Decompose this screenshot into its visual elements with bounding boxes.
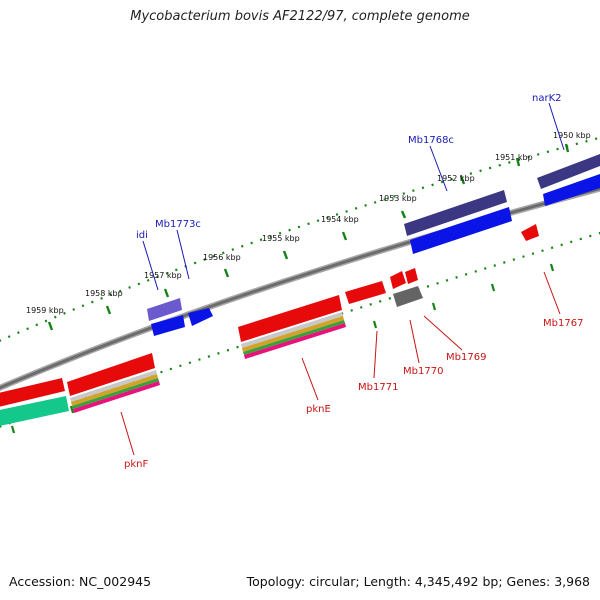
scale-label-1958: 1958 kbp xyxy=(85,289,123,298)
gene-Mb1773c[interactable] xyxy=(147,298,182,321)
label-Mb1769: Mb1769 xyxy=(446,352,486,363)
label-pknF: pknF xyxy=(124,459,148,470)
leader-Mb1770 xyxy=(409,319,420,364)
inner-tick xyxy=(490,283,496,292)
scale-major-ticks xyxy=(47,143,570,331)
scale-tick-1956 xyxy=(223,268,230,278)
label-pknE: pknE xyxy=(306,404,331,415)
gene-pknF-stripe-3 xyxy=(72,378,159,409)
label-Mb1767: Mb1767 xyxy=(543,318,583,329)
gene-pknF-stripe-1 xyxy=(70,370,157,402)
gene-idi-blue[interactable] xyxy=(188,308,213,326)
leader-Mb1768c xyxy=(429,145,448,192)
scale-label-1955: 1955 kbp xyxy=(262,234,300,243)
genome-backbone xyxy=(0,185,600,391)
inner-tick xyxy=(10,425,16,434)
gene-narK2-blue[interactable] xyxy=(543,174,600,206)
gene-left-red[interactable] xyxy=(0,378,65,409)
scale-tick-1954 xyxy=(341,231,348,241)
gene-pknE[interactable] xyxy=(238,295,342,342)
scale-label-1954: 1954 kbp xyxy=(321,215,359,224)
scale-label-1950: 1950 kbp xyxy=(553,131,591,140)
inner-tick xyxy=(372,320,378,329)
gene-Mb1767[interactable] xyxy=(521,224,539,241)
gene-pknE-stripe-2 xyxy=(242,316,344,352)
leader-Mb1773c xyxy=(176,229,190,280)
leader-Mb1771 xyxy=(373,330,378,379)
leader-pknE xyxy=(301,357,319,401)
gene-Mb1768c[interactable] xyxy=(404,190,507,236)
gene-pknE-stripe-4 xyxy=(244,323,346,359)
scale-tick-1955 xyxy=(282,250,289,260)
label-idi: idi xyxy=(136,230,148,241)
scale-tick-1959 xyxy=(47,321,54,331)
gene-Mb1768c-blue[interactable] xyxy=(410,207,512,254)
gene-Mb1769-a[interactable] xyxy=(390,271,406,289)
map-title: Mycobacterium bovis AF2122/97, complete … xyxy=(130,9,470,24)
inner-tick xyxy=(549,263,555,272)
gene-Mb1770[interactable] xyxy=(393,286,423,307)
scale-tick-1957 xyxy=(163,288,170,298)
label-Mb1770: Mb1770 xyxy=(403,366,443,377)
scale-labels: 1950 kbp 1951 kbp 1952 kbp 1953 kbp 1954… xyxy=(26,131,591,315)
gene-Mb1773c-blue[interactable] xyxy=(151,315,185,336)
gene-pknF-stripe-2 xyxy=(71,374,158,406)
gene-narK2[interactable] xyxy=(537,154,600,189)
leader-Mb1769 xyxy=(423,315,463,351)
inner-tick xyxy=(69,405,75,414)
scale-tick-1951 xyxy=(515,157,521,167)
topology-label: Topology: circular; Length: 4,345,492 bp… xyxy=(246,574,590,589)
scale-label-1952: 1952 kbp xyxy=(437,174,475,183)
label-narK2: narK2 xyxy=(532,93,562,104)
gene-pknF-stripe-4 xyxy=(73,381,160,413)
gene-left-green[interactable] xyxy=(0,396,69,428)
gene-labels: narK2 Mb1768c Mb1773c idi Mb1767 Mb1769 … xyxy=(124,93,583,470)
label-leader-lines xyxy=(120,102,565,456)
forward-strand-genes xyxy=(0,224,539,428)
label-Mb1768c: Mb1768c xyxy=(408,135,454,146)
scale-tick-1952 xyxy=(459,175,466,185)
leader-Mb1767 xyxy=(543,271,561,315)
accession-label: Accession: NC_002945 xyxy=(9,574,152,589)
leader-narK2 xyxy=(548,102,565,151)
label-Mb1771: Mb1771 xyxy=(358,382,398,393)
leader-pknF xyxy=(120,411,135,456)
gene-Mb1769-b[interactable] xyxy=(405,268,418,284)
scale-tick-1958 xyxy=(105,305,112,315)
reverse-strand-genes xyxy=(147,154,600,336)
gene-pknE-stripe-3 xyxy=(243,320,345,355)
gene-Mb1771[interactable] xyxy=(345,281,386,304)
scale-tick-1950 xyxy=(564,143,570,153)
scale-label-1951: 1951 kbp xyxy=(495,153,533,162)
scale-label-1953: 1953 kbp xyxy=(379,194,417,203)
scale-tick-1953 xyxy=(400,210,407,219)
label-Mb1773c: Mb1773c xyxy=(155,219,201,230)
inner-tick xyxy=(431,302,437,311)
gene-pknE-stripe-1 xyxy=(241,312,343,348)
gene-pknF[interactable] xyxy=(67,353,155,396)
scale-label-1956: 1956 kbp xyxy=(203,253,241,262)
scale-label-1959: 1959 kbp xyxy=(26,306,64,315)
leader-idi xyxy=(142,240,159,291)
scale-label-1957: 1957 kbp xyxy=(144,271,182,280)
